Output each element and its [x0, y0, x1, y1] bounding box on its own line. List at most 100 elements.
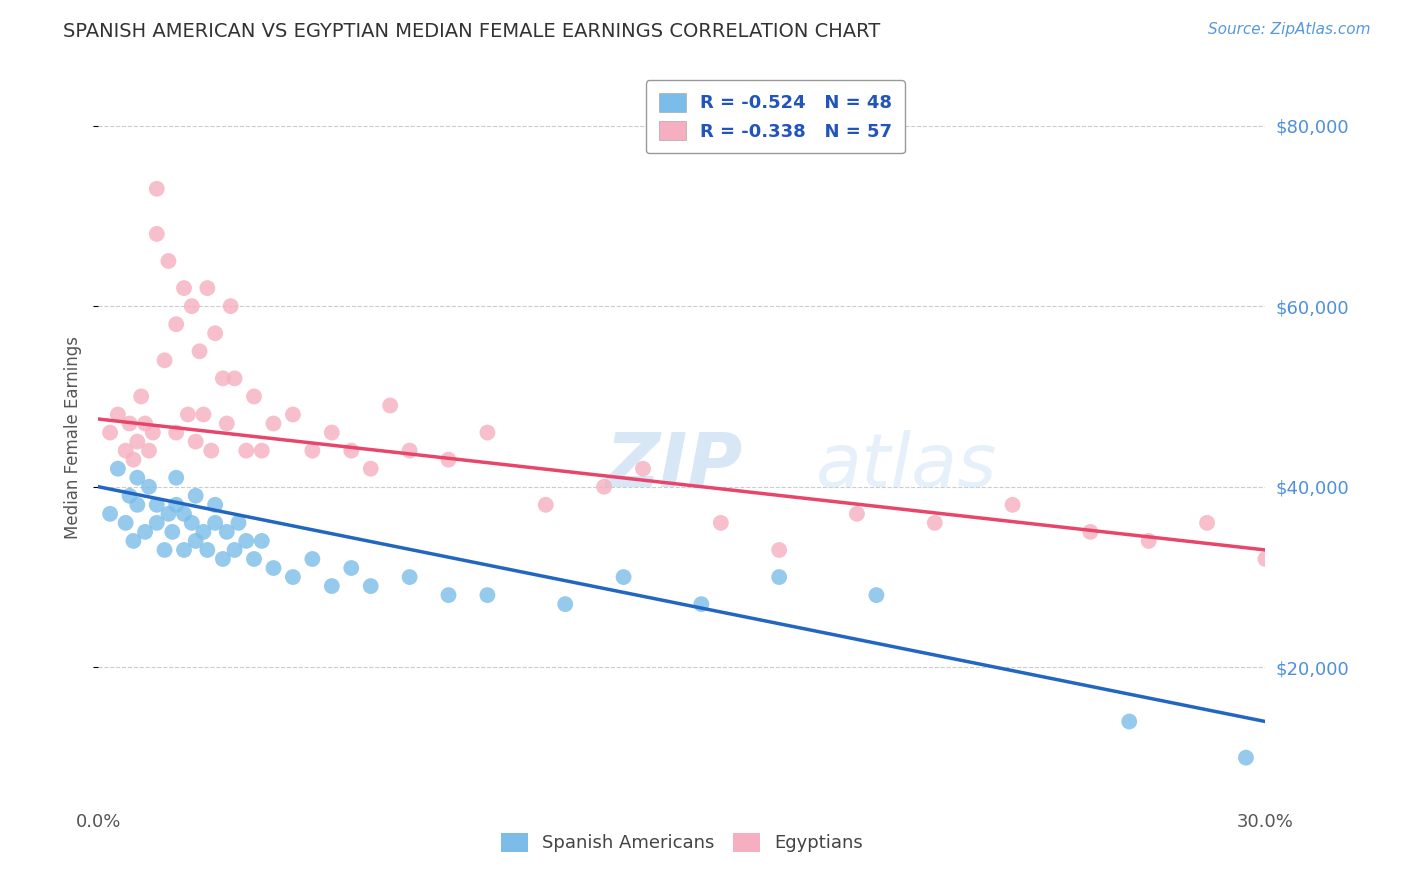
Point [321, 425, 343, 440]
Point [340, 443, 363, 458]
Point [165, 317, 187, 331]
Point [142, 425, 165, 440]
Point [162, 524, 184, 539]
Point [127, 498, 149, 512]
Y-axis label: Median Female Earnings: Median Female Earnings [65, 335, 83, 539]
Point [180, 516, 202, 530]
Text: ZIP: ZIP [606, 430, 744, 503]
Point [118, 417, 141, 431]
Point [710, 516, 733, 530]
Point [165, 498, 187, 512]
Point [690, 597, 713, 611]
Point [195, 281, 218, 295]
Point [243, 552, 266, 566]
Point [204, 326, 226, 341]
Text: atlas: atlas [815, 430, 997, 502]
Point [360, 579, 382, 593]
Point [122, 533, 145, 548]
Point [118, 489, 141, 503]
Point [98, 507, 121, 521]
Point [138, 480, 160, 494]
Point [1080, 524, 1102, 539]
Point [1274, 543, 1296, 558]
Point [631, 461, 654, 475]
Point [153, 543, 176, 558]
Point [184, 489, 207, 503]
Point [127, 471, 149, 485]
Point [554, 597, 576, 611]
Point [235, 443, 257, 458]
Point [398, 443, 420, 458]
Point [340, 561, 363, 575]
Point [1001, 498, 1024, 512]
Point [146, 227, 169, 241]
Point [219, 299, 242, 313]
Point [215, 524, 238, 539]
Point [107, 408, 129, 422]
Point [173, 507, 195, 521]
Point [180, 299, 202, 313]
Point [204, 516, 226, 530]
Point [437, 588, 460, 602]
Point [1195, 516, 1218, 530]
Point [613, 570, 636, 584]
Point [212, 552, 235, 566]
Point [768, 570, 790, 584]
Point [188, 344, 211, 359]
Point [195, 543, 218, 558]
Point [477, 588, 499, 602]
Point [865, 588, 887, 602]
Point [200, 443, 222, 458]
Point [212, 371, 235, 385]
Point [165, 471, 187, 485]
Text: Source: ZipAtlas.com: Source: ZipAtlas.com [1208, 22, 1371, 37]
Point [122, 452, 145, 467]
Point [1294, 543, 1316, 558]
Point [281, 570, 304, 584]
Point [129, 389, 152, 403]
Point [107, 461, 129, 475]
Point [380, 399, 402, 413]
Point [114, 443, 136, 458]
Point [173, 543, 195, 558]
Point [924, 516, 946, 530]
Point [1254, 552, 1277, 566]
Point [1118, 714, 1140, 729]
Point [768, 543, 790, 558]
Point [193, 408, 215, 422]
Point [98, 425, 121, 440]
Point [262, 561, 284, 575]
Point [846, 507, 869, 521]
Point [184, 434, 207, 449]
Point [243, 389, 266, 403]
Legend: Spanish Americans, Egyptians: Spanish Americans, Egyptians [494, 826, 870, 860]
Point [157, 507, 180, 521]
Point [146, 182, 169, 196]
Point [360, 461, 382, 475]
Point [1234, 750, 1257, 764]
Point [224, 371, 246, 385]
Point [127, 434, 149, 449]
Point [177, 408, 200, 422]
Point [534, 498, 557, 512]
Point [114, 516, 136, 530]
Point [134, 417, 156, 431]
Point [477, 425, 499, 440]
Point [250, 533, 273, 548]
Point [228, 516, 250, 530]
Point [262, 417, 284, 431]
Point [146, 516, 169, 530]
Point [138, 443, 160, 458]
Point [134, 524, 156, 539]
Text: SPANISH AMERICAN VS EGYPTIAN MEDIAN FEMALE EARNINGS CORRELATION CHART: SPANISH AMERICAN VS EGYPTIAN MEDIAN FEMA… [63, 22, 880, 41]
Point [250, 443, 273, 458]
Point [165, 425, 187, 440]
Point [235, 533, 257, 548]
Point [437, 452, 460, 467]
Point [215, 417, 238, 431]
Point [224, 543, 246, 558]
Point [398, 570, 420, 584]
Point [157, 254, 180, 268]
Point [281, 408, 304, 422]
Point [193, 524, 215, 539]
